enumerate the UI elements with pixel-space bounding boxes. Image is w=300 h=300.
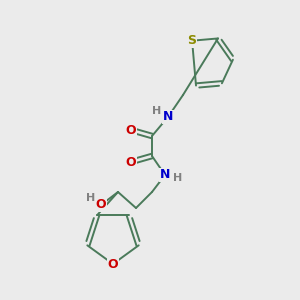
- Text: O: O: [126, 155, 136, 169]
- Text: H: H: [86, 193, 96, 203]
- Text: O: O: [126, 124, 136, 136]
- Text: N: N: [163, 110, 173, 124]
- Text: S: S: [188, 34, 196, 47]
- Text: N: N: [160, 169, 170, 182]
- Text: H: H: [173, 173, 183, 183]
- Text: H: H: [152, 106, 162, 116]
- Text: O: O: [108, 257, 118, 271]
- Text: O: O: [96, 199, 106, 212]
